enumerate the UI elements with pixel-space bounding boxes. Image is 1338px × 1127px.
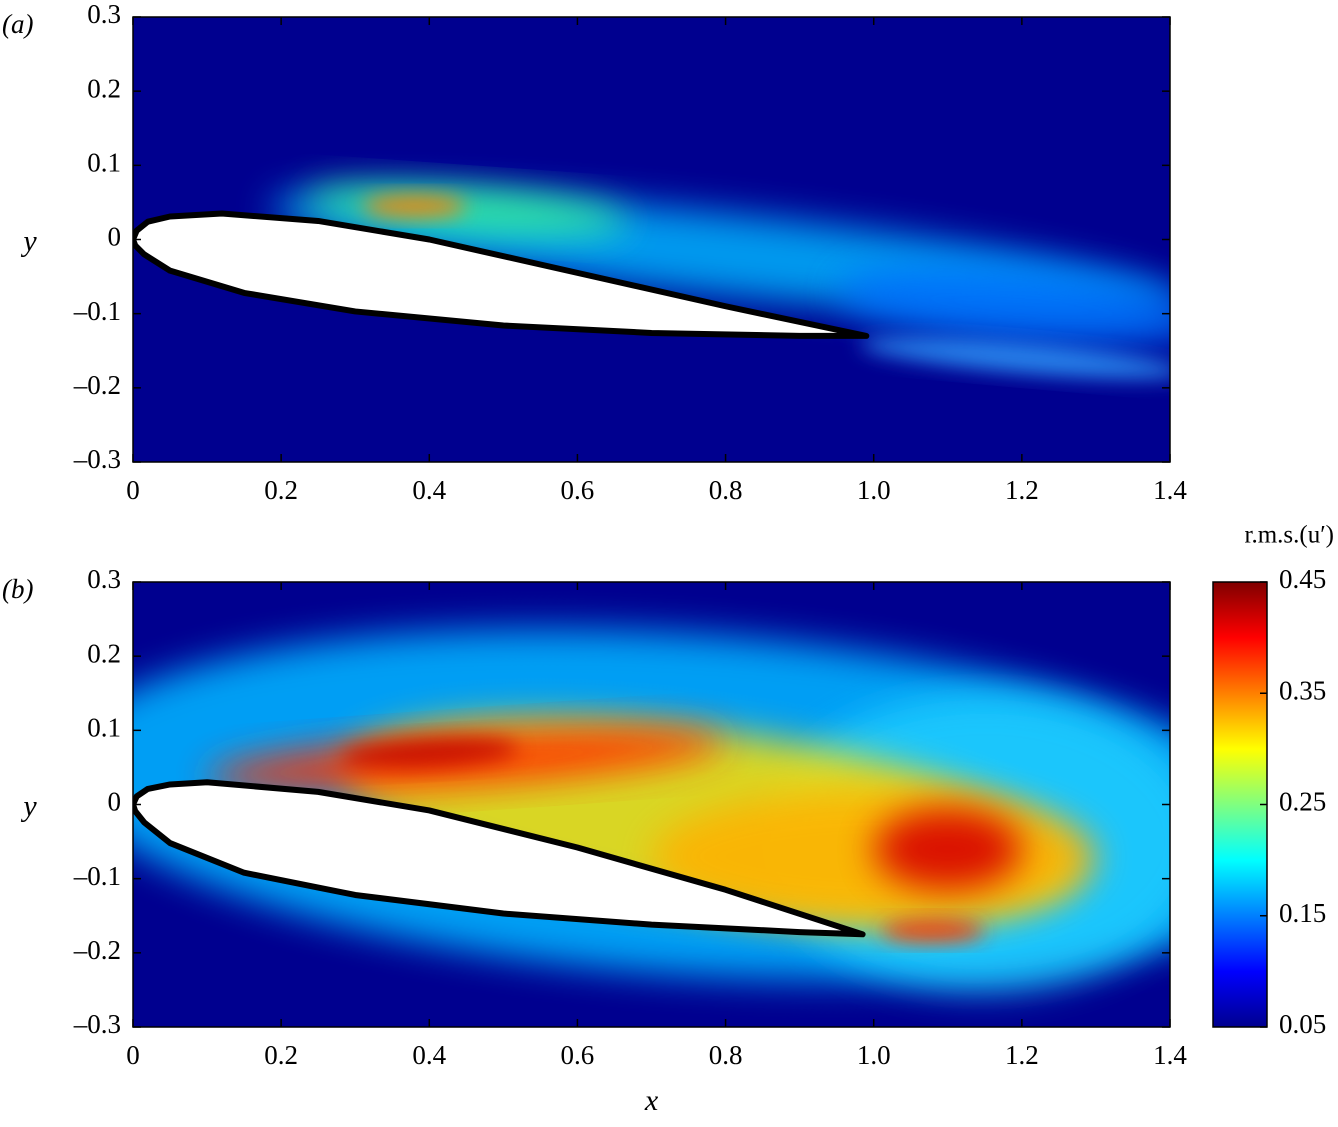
x-tick-label: 1.2 [1005, 475, 1039, 505]
y-tick-label: –0.1 [73, 861, 121, 891]
y-tick-label: 0.3 [87, 564, 121, 594]
field [133, 582, 1170, 1027]
field-patch [837, 265, 1170, 347]
y-axis-label: y [20, 224, 37, 257]
panel-label: (a) [2, 9, 33, 39]
x-tick-label: 1.2 [1005, 1040, 1039, 1070]
x-tick-label: 0.2 [264, 1040, 298, 1070]
colorbar-tick-label: 0.05 [1279, 1009, 1326, 1039]
y-tick-label: –0.1 [73, 296, 121, 326]
y-tick-label: –0.2 [73, 370, 121, 400]
y-tick-label: 0.1 [87, 713, 121, 743]
panel: 0 0.2 0.4 0.6 0.8 1.0 1.2 1.4 –0.3 –0.2 –0.1 0 0.1 0.… [2, 522, 1334, 1117]
y-tick-label: 0.3 [87, 0, 121, 29]
colorbar-tick-label: 0.15 [1279, 898, 1326, 928]
panel-label: (b) [2, 574, 33, 604]
x-axis-label: x [644, 1084, 659, 1117]
field-patch [362, 195, 467, 218]
airfoil [133, 210, 870, 339]
y-tick-label: –0.2 [73, 935, 121, 965]
x-tick-label: 0.8 [709, 475, 743, 505]
colorbar-tick-label: 0.45 [1279, 564, 1326, 594]
y-tick-label: 0.2 [87, 73, 121, 103]
x-tick-label: 1.0 [857, 1040, 891, 1070]
field-patch [340, 737, 519, 769]
field-patch [873, 808, 1022, 890]
x-tick-label: 0.6 [561, 1040, 595, 1070]
x-tick-label: 0 [126, 475, 140, 505]
field [133, 17, 1170, 462]
colorbar-tick-label: 0.35 [1279, 675, 1326, 705]
x-tick-label: 0.4 [412, 475, 446, 505]
panel: 0 0.2 0.4 0.6 0.8 1.0 1.2 1.4 –0.3 –0.2 –0.1 0 0.1 0.… [2, 0, 1187, 505]
y-tick-label: –0.3 [73, 1009, 121, 1039]
y-tick-label: 0.2 [87, 638, 121, 668]
y-tick-label: 0.1 [87, 148, 121, 178]
x-tick-label: 1.0 [857, 475, 891, 505]
colorbar [1212, 581, 1268, 1028]
x-tick-label: 0.8 [709, 1040, 743, 1070]
x-tick-label: 0.2 [264, 475, 298, 505]
field-patch [859, 337, 1170, 379]
y-tick-label: –0.3 [73, 444, 121, 474]
x-tick-label: 0 [126, 1040, 140, 1070]
airfoil [133, 779, 866, 938]
field-patch [881, 919, 985, 942]
x-tick-label: 1.4 [1153, 1040, 1187, 1070]
colorbar-label: r.m.s.(u′) [1245, 522, 1335, 549]
x-tick-label: 0.6 [561, 475, 595, 505]
colorbar-tick-label: 0.25 [1279, 787, 1326, 817]
y-tick-label: 0 [108, 787, 122, 817]
y-tick-label: 0 [108, 222, 122, 252]
x-tick-label: 0.4 [412, 1040, 446, 1070]
y-axis-label: y [20, 789, 37, 822]
x-tick-label: 1.4 [1153, 475, 1187, 505]
